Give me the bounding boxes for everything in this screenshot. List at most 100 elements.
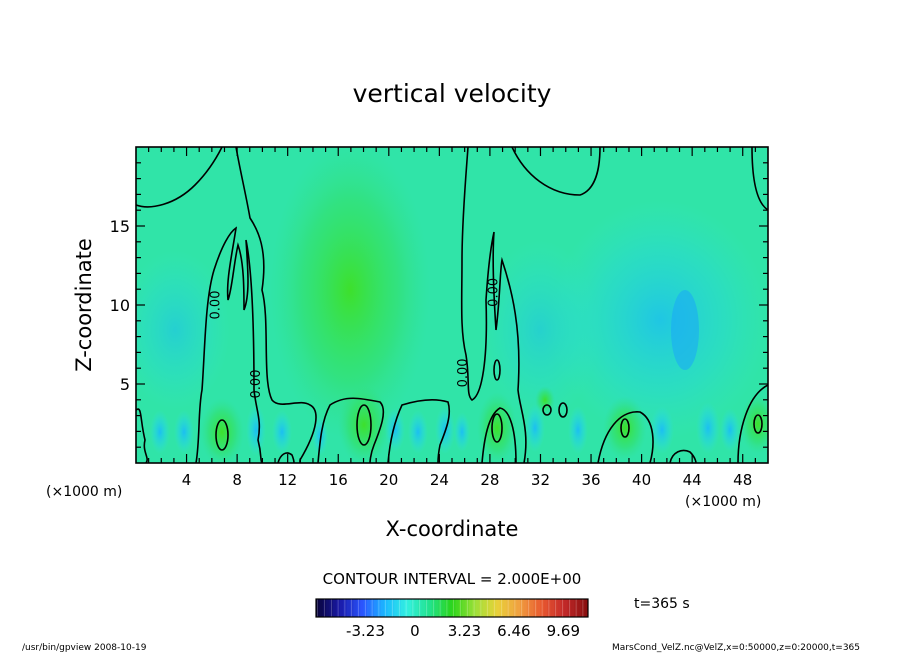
colorbar-swatch bbox=[401, 599, 405, 617]
colorbar-swatch bbox=[523, 599, 528, 617]
x-axis-label: X-coordinate bbox=[386, 517, 519, 541]
contour-line bbox=[597, 411, 654, 463]
colorbar-frame bbox=[315, 598, 589, 618]
x-tick-label: 28 bbox=[480, 471, 499, 489]
colorbar-swatch bbox=[533, 599, 538, 617]
x-tick-label: 20 bbox=[379, 471, 398, 489]
contour-labels: 0.00 0.00 0.00 0.00 bbox=[208, 278, 501, 399]
colorbar-swatch bbox=[506, 599, 511, 617]
downdraft-cell bbox=[408, 410, 428, 454]
colorbar-swatch bbox=[438, 599, 443, 617]
colorbar bbox=[315, 598, 589, 618]
colorbar-swatch bbox=[377, 599, 381, 617]
x-unit-left: (×1000 m) bbox=[46, 484, 122, 500]
colorbar-swatch bbox=[387, 599, 392, 617]
colorbar-swatch bbox=[356, 599, 361, 617]
x-tick-label: 12 bbox=[278, 471, 297, 489]
updraft-cell bbox=[740, 394, 768, 454]
colorbar-swatch bbox=[424, 599, 429, 617]
chart-title: vertical velocity bbox=[353, 79, 552, 108]
colorbar-swatch bbox=[479, 599, 483, 617]
colorbar-swatch bbox=[537, 599, 541, 617]
updraft-cell bbox=[477, 392, 517, 463]
colorbar-swatch bbox=[343, 599, 347, 617]
colorbar-swatch bbox=[373, 599, 378, 617]
colorbar-swatch bbox=[367, 599, 371, 617]
colorbar-swatch bbox=[530, 599, 534, 617]
colorbar-swatch bbox=[322, 599, 327, 617]
x-tick-label: 40 bbox=[632, 471, 651, 489]
colorbar-swatch bbox=[336, 599, 341, 617]
colorbar-swatch bbox=[346, 599, 351, 617]
contour-line bbox=[493, 359, 501, 381]
x-tick-label: 44 bbox=[683, 471, 702, 489]
colorbar-swatch bbox=[339, 599, 344, 617]
colorbar-swatch bbox=[462, 599, 466, 617]
colorbar-swatch bbox=[564, 599, 568, 617]
colorbar-tick-label: -3.23 bbox=[346, 622, 385, 640]
colorbar-swatch bbox=[465, 599, 470, 617]
colorbar-swatch bbox=[353, 599, 358, 617]
contour-label: 0.00 bbox=[487, 278, 502, 307]
updraft-cell bbox=[603, 396, 647, 460]
contour-line bbox=[491, 413, 503, 443]
colorbar-swatch bbox=[407, 599, 412, 617]
downdraft-cell bbox=[696, 402, 720, 454]
contour-line bbox=[317, 397, 385, 463]
y-axis-label: Z-coordinate bbox=[72, 238, 96, 372]
colorbar-swatch bbox=[581, 599, 585, 617]
colorbar-tick-label: 0 bbox=[410, 622, 420, 640]
colorbar-swatch bbox=[384, 599, 388, 617]
contour-line bbox=[195, 226, 263, 463]
colorbar-swatch bbox=[557, 599, 562, 617]
x-tick-label: 32 bbox=[531, 471, 550, 489]
downdraft-cell bbox=[272, 410, 292, 454]
updraft-cell bbox=[200, 398, 244, 463]
colorbar-swatch bbox=[441, 599, 446, 617]
contour-label: 0.00 bbox=[456, 358, 471, 387]
x-tick-label: 8 bbox=[232, 471, 242, 489]
colorbar-swatch bbox=[516, 599, 521, 617]
downdraft-core-right bbox=[671, 290, 699, 370]
colorbar-swatch bbox=[496, 599, 500, 617]
downdraft-cell bbox=[174, 410, 194, 454]
colorbar-swatch bbox=[472, 599, 477, 617]
colorbar-swatch bbox=[503, 599, 507, 617]
contour-line bbox=[753, 414, 763, 434]
colorbar-swatch bbox=[435, 599, 439, 617]
colorbar-swatch bbox=[489, 599, 494, 617]
contour-line bbox=[751, 147, 768, 211]
plot-area: 0.00 0.00 0.00 0.00 bbox=[136, 147, 768, 463]
colorbar-swatch bbox=[414, 599, 419, 617]
time-label: t=365 s bbox=[634, 596, 690, 612]
colorbar-swatch bbox=[509, 599, 514, 617]
x-axis: 4 8 12 16 20 24 28 32 36 40 44 48 bbox=[148, 147, 756, 489]
colorbar-swatch bbox=[513, 599, 517, 617]
x-tick-label: 36 bbox=[581, 471, 600, 489]
contour-label: 0.00 bbox=[208, 291, 223, 320]
colorbar-swatch bbox=[567, 599, 572, 617]
x-tick-label: 4 bbox=[182, 471, 192, 489]
colorbar-swatch bbox=[571, 599, 575, 617]
colorbar-swatch bbox=[428, 599, 432, 617]
colorbar-swatch bbox=[482, 599, 487, 617]
colorbar-swatch bbox=[547, 599, 551, 617]
colorbar-swatch bbox=[411, 599, 415, 617]
colorbar-swatch bbox=[431, 599, 436, 617]
colorbar-swatch bbox=[421, 599, 426, 617]
colorbar-ticks: -3.23 0 3.23 6.46 9.69 bbox=[346, 622, 580, 640]
colorbar-swatch bbox=[448, 599, 453, 617]
colorbar-swatch bbox=[380, 599, 385, 617]
footer-right: MarsCond_VelZ.nc@VelZ,x=0:50000,z=0:2000… bbox=[612, 643, 860, 653]
colorbar-swatch bbox=[577, 599, 582, 617]
footer-left: /usr/bin/gpview 2008-10-19 bbox=[22, 643, 147, 653]
y-tick-label: 15 bbox=[110, 217, 130, 236]
colorbar-swatch bbox=[397, 599, 402, 617]
colorbar-tick-label: 3.23 bbox=[448, 622, 481, 640]
colorbar-swatch bbox=[526, 599, 531, 617]
colorbar-swatch bbox=[363, 599, 368, 617]
downdraft-region-left bbox=[136, 250, 230, 410]
colorbar-swatch bbox=[486, 599, 490, 617]
colorbar-swatch bbox=[316, 599, 320, 617]
colorbar-swatch bbox=[540, 599, 545, 617]
